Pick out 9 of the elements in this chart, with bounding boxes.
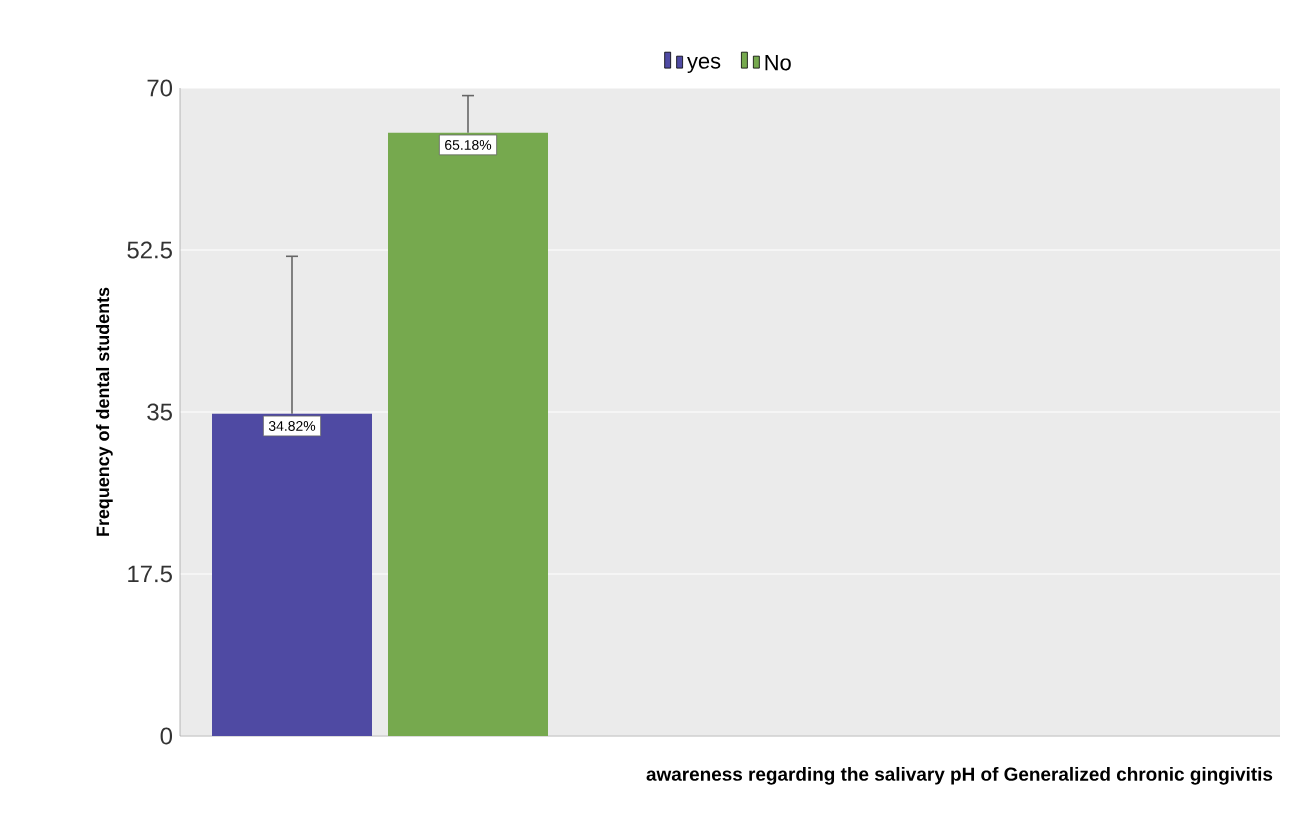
legend-label: No bbox=[765, 55, 791, 71]
y-tick-label: 17.5 bbox=[128, 565, 172, 583]
y-tick-label: 35 bbox=[147, 403, 172, 421]
legend-label: yes bbox=[687, 56, 721, 74]
y-axis-title: Frequency of dental students bbox=[96, 287, 113, 536]
y-tick-label: 52.5 bbox=[127, 241, 172, 259]
y-tick-label: 70 bbox=[147, 79, 173, 97]
x-axis-title: awareness regarding the salivary pH of Generalized chronic gingivitis bbox=[646, 766, 1273, 785]
y-tick-label: 0 bbox=[160, 727, 173, 745]
